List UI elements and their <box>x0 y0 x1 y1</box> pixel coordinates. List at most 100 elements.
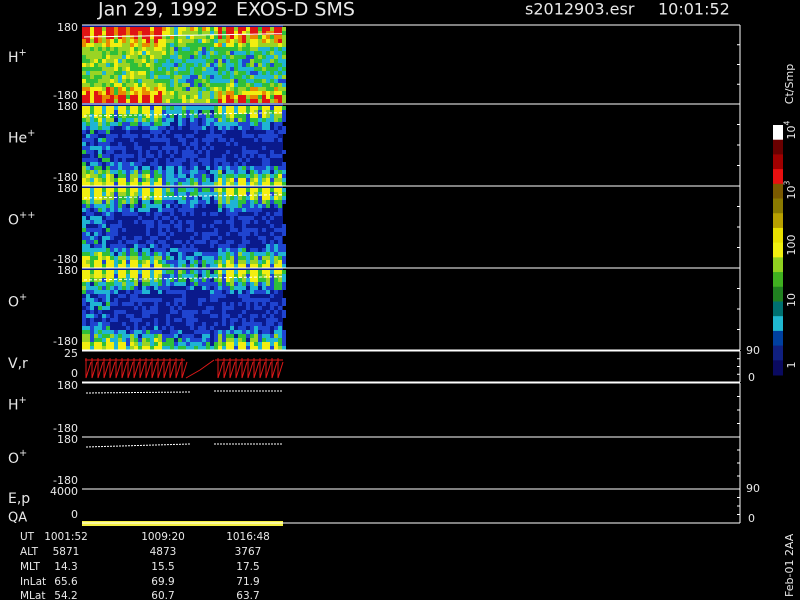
spectrogram-cell <box>146 126 150 130</box>
spectrogram-cell <box>102 170 106 174</box>
spectrogram-cell <box>114 330 118 334</box>
spectrogram-cell <box>82 330 86 334</box>
spectrogram-cell <box>170 55 174 59</box>
spectrogram-cell <box>226 330 230 334</box>
spectrogram-cell <box>158 224 162 228</box>
spectrogram-cell <box>82 59 86 63</box>
colorbar-label: 10 <box>785 293 798 307</box>
spectrogram-cell <box>114 134 118 138</box>
spectrogram-cell <box>90 188 94 192</box>
spectrogram-cell <box>82 204 86 208</box>
spectrogram-cell <box>190 122 194 126</box>
spectrogram-cell <box>274 51 278 55</box>
spectrogram-cell <box>278 138 282 142</box>
spectrogram-cell <box>90 326 94 330</box>
spectrogram-cell <box>262 248 266 252</box>
spectrogram-cell <box>130 278 134 282</box>
spectrogram-cell <box>258 252 262 256</box>
spectrogram-cell <box>86 248 90 252</box>
spectrogram-cell <box>214 274 218 278</box>
spectrogram-cell <box>214 178 218 182</box>
spectrogram-cell <box>266 95 270 99</box>
spectrogram-cell <box>222 47 226 51</box>
spectrogram-cell <box>254 200 258 204</box>
spectrogram-cell <box>102 79 106 83</box>
spectrogram-cell <box>158 256 162 260</box>
spectrogram-cell <box>86 126 90 130</box>
spectrogram-cell <box>150 126 154 130</box>
spectrogram-cell <box>102 256 106 260</box>
spectrogram-cell <box>250 326 254 330</box>
spectrogram-cell <box>138 154 142 158</box>
spectrogram-cell <box>266 204 270 208</box>
spectrogram-cell <box>222 114 226 118</box>
spectrogram-cell <box>198 326 202 330</box>
spectrogram-cell <box>102 204 106 208</box>
spectrogram-cell <box>254 91 258 95</box>
spectrogram-cell <box>154 59 158 63</box>
spectrogram-cell <box>246 252 250 256</box>
spectrogram-cell <box>170 212 174 216</box>
spectrogram-cell <box>238 338 242 342</box>
footer-value: 14.3 <box>54 561 77 573</box>
spectrogram-cell <box>282 248 286 252</box>
spectrogram-cell <box>254 47 258 51</box>
spectrogram-cell <box>262 170 266 174</box>
spectrogram-cell <box>230 118 234 122</box>
spectrogram-cell <box>182 298 186 302</box>
spectrogram-cell <box>178 274 182 278</box>
spectrogram-cell <box>174 298 178 302</box>
spectrogram-cell <box>230 212 234 216</box>
spectrogram-cell <box>258 83 262 87</box>
spectrogram-cell <box>98 270 102 274</box>
spectrogram-cell <box>262 138 266 142</box>
spectrogram-cell <box>122 150 126 154</box>
spectrogram-cell <box>274 114 278 118</box>
spectrogram-cell <box>190 51 194 55</box>
spectrogram-cell <box>158 220 162 224</box>
spectrogram-cell <box>270 318 274 322</box>
spectrogram-cell <box>278 346 282 350</box>
spectrogram-cell <box>282 95 286 99</box>
spectrogram-cell <box>190 158 194 162</box>
spectrogram-cell <box>182 43 186 47</box>
spectrogram-cell <box>238 204 242 208</box>
spectrogram-cell <box>82 256 86 260</box>
spectrogram-cell <box>98 200 102 204</box>
spectrogram-cell <box>110 95 114 99</box>
spectrogram-cell <box>158 99 162 103</box>
spectrogram-cell <box>102 224 106 228</box>
spectrogram-cell <box>222 338 226 342</box>
spectrogram-cell <box>218 138 222 142</box>
spectrogram-cell <box>250 71 254 75</box>
spectrogram-cell <box>226 126 230 130</box>
spectrogram-cell <box>270 286 274 290</box>
spectrogram-cell <box>274 174 278 178</box>
spectrogram-cell <box>182 310 186 314</box>
spectrogram-cell <box>94 31 98 35</box>
spectrogram-cell <box>278 71 282 75</box>
spectrogram-cell <box>242 126 246 130</box>
spectrogram-cell <box>250 290 254 294</box>
spectrogram-cell <box>250 75 254 79</box>
footer-value: 71.9 <box>236 576 259 588</box>
spectrogram-cell <box>214 192 218 196</box>
footer-label: MLat <box>20 590 45 600</box>
spectrogram-cell <box>282 244 286 248</box>
spectrogram-cell <box>274 204 278 208</box>
spectrogram-cell <box>250 318 254 322</box>
spectrogram-cell <box>206 43 210 47</box>
spectrogram-cell <box>254 232 258 236</box>
spectrogram-cell <box>158 334 162 338</box>
trace <box>83 112 282 117</box>
spectrogram-cell <box>282 182 286 186</box>
spectrogram-cell <box>154 310 158 314</box>
spectrogram-cell <box>278 342 282 346</box>
spectrogram-cell <box>150 282 154 286</box>
spectrogram-cell <box>206 59 210 63</box>
spectrogram-cell <box>262 252 266 256</box>
panel-label-sup: + <box>19 395 27 406</box>
spectrogram-cell <box>278 59 282 63</box>
spectrogram-cell <box>174 240 178 244</box>
spectrogram-cell <box>218 67 222 71</box>
